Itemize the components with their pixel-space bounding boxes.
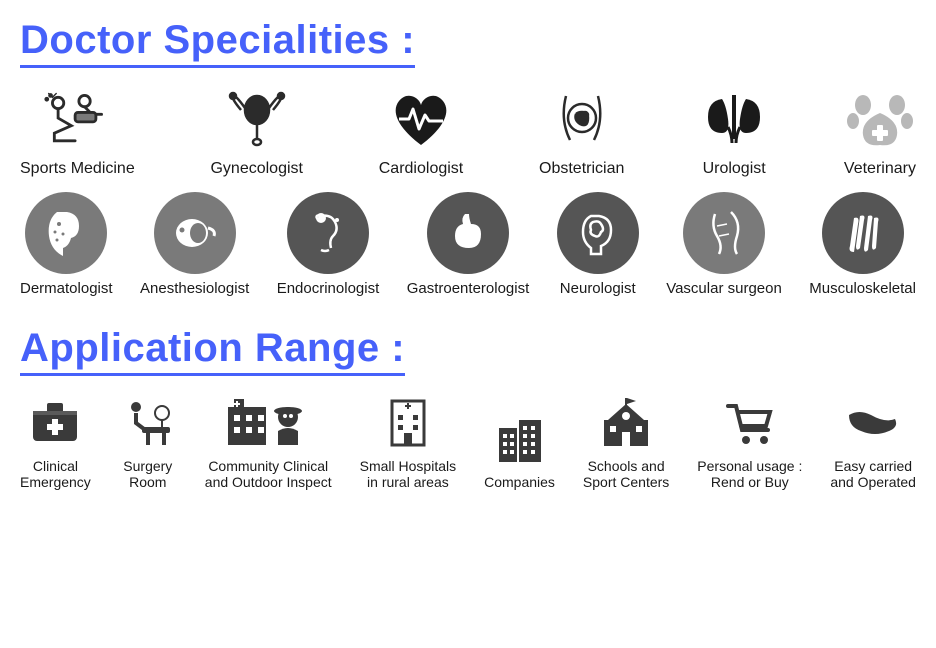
speciality-label: Musculoskeletal bbox=[809, 280, 916, 297]
speciality-item: Sports Medicine bbox=[20, 86, 135, 178]
speciality-label: Vascular surgeon bbox=[666, 280, 782, 297]
anesthesiologist-icon bbox=[154, 192, 236, 274]
application-item: Companies bbox=[484, 410, 555, 490]
applications-heading: Application Range : bbox=[20, 326, 405, 376]
dermatologist-icon bbox=[25, 192, 107, 274]
speciality-label: Endocrinologist bbox=[277, 280, 380, 297]
application-label: SurgeryRoom bbox=[123, 458, 172, 490]
emergency-icon bbox=[26, 394, 84, 452]
speciality-item: Obstetrician bbox=[539, 86, 624, 178]
speciality-label: Obstetrician bbox=[539, 160, 624, 178]
speciality-item: Urologist bbox=[700, 86, 768, 178]
specialities-row-2: Dermatologist Anesthesiologist bbox=[20, 192, 916, 297]
companies-icon bbox=[491, 410, 549, 468]
speciality-item: Gynecologist bbox=[210, 86, 303, 178]
speciality-label: Cardiologist bbox=[379, 160, 463, 178]
speciality-label: Gynecologist bbox=[210, 160, 303, 178]
speciality-item: Veterinary bbox=[844, 86, 916, 178]
neurologist-icon bbox=[557, 192, 639, 274]
easy-carried-icon bbox=[844, 394, 902, 452]
vascular-surgeon-icon bbox=[683, 192, 765, 274]
specialities-row-1: Sports Medicine Gynecologist bbox=[20, 86, 916, 178]
application-label: Companies bbox=[484, 474, 555, 490]
personal-icon bbox=[721, 394, 779, 452]
small-hospital-icon bbox=[379, 394, 437, 452]
gastroenterologist-icon bbox=[427, 192, 509, 274]
speciality-item: Anesthesiologist bbox=[140, 192, 249, 297]
application-label: Easy carriedand Operated bbox=[830, 458, 916, 490]
application-item: Small Hospitalsin rural areas bbox=[360, 394, 456, 490]
gynecologist-icon bbox=[223, 86, 291, 154]
urologist-icon bbox=[700, 86, 768, 154]
cardiologist-icon bbox=[387, 86, 455, 154]
application-label: Personal usage :Rend or Buy bbox=[697, 458, 802, 490]
obstetrician-icon bbox=[548, 86, 616, 154]
speciality-label: Anesthesiologist bbox=[140, 280, 249, 297]
application-label: Small Hospitalsin rural areas bbox=[360, 458, 456, 490]
application-item: Schools andSport Centers bbox=[583, 394, 669, 490]
application-item: Community Clinicaland Outdoor Inspect bbox=[205, 394, 332, 490]
speciality-label: Urologist bbox=[703, 160, 766, 178]
community-icon bbox=[224, 394, 312, 452]
application-label: ClinicalEmergency bbox=[20, 458, 91, 490]
speciality-item: Neurologist bbox=[557, 192, 639, 297]
musculoskeletal-icon bbox=[822, 192, 904, 274]
speciality-item: Endocrinologist bbox=[277, 192, 380, 297]
surgery-icon bbox=[119, 394, 177, 452]
speciality-label: Dermatologist bbox=[20, 280, 113, 297]
endocrinologist-icon bbox=[287, 192, 369, 274]
application-item: SurgeryRoom bbox=[119, 394, 177, 490]
application-item: ClinicalEmergency bbox=[20, 394, 91, 490]
speciality-item: Musculoskeletal bbox=[809, 192, 916, 297]
specialities-heading: Doctor Specialities : bbox=[20, 18, 415, 68]
speciality-label: Neurologist bbox=[560, 280, 636, 297]
application-section: Application Range : ClinicalEmergency bbox=[20, 326, 916, 490]
speciality-item: Gastroenterologist bbox=[407, 192, 530, 297]
application-label: Community Clinicaland Outdoor Inspect bbox=[205, 458, 332, 490]
application-item: Easy carriedand Operated bbox=[830, 394, 916, 490]
speciality-label: Sports Medicine bbox=[20, 160, 135, 178]
application-item: Personal usage :Rend or Buy bbox=[697, 394, 802, 490]
sports-medicine-icon bbox=[43, 86, 111, 154]
speciality-item: Cardiologist bbox=[379, 86, 463, 178]
schools-icon bbox=[597, 394, 655, 452]
speciality-item: Vascular surgeon bbox=[666, 192, 782, 297]
veterinary-icon bbox=[846, 86, 914, 154]
speciality-label: Veterinary bbox=[844, 160, 916, 178]
speciality-item: Dermatologist bbox=[20, 192, 113, 297]
applications-row: ClinicalEmergency SurgeryRoom bbox=[20, 394, 916, 490]
application-label: Schools andSport Centers bbox=[583, 458, 669, 490]
speciality-label: Gastroenterologist bbox=[407, 280, 530, 297]
